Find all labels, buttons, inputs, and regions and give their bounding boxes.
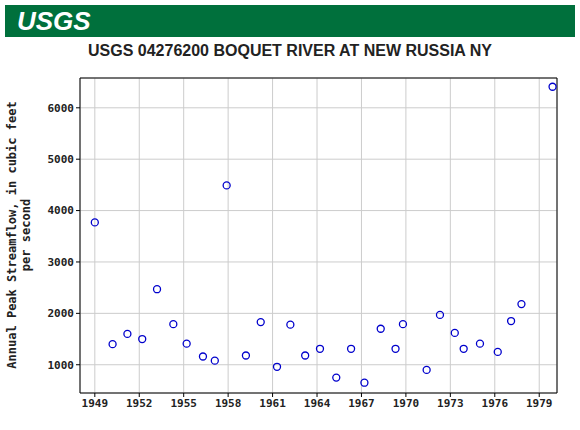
svg-text:6000: 6000 xyxy=(48,102,75,115)
svg-text:4000: 4000 xyxy=(48,204,75,217)
svg-text:1967: 1967 xyxy=(348,397,375,410)
svg-text:1961: 1961 xyxy=(259,397,286,410)
svg-text:1952: 1952 xyxy=(126,397,153,410)
svg-text:1955: 1955 xyxy=(170,397,197,410)
svg-text:2000: 2000 xyxy=(48,307,75,320)
html-text:USGS: USGS xyxy=(17,6,91,36)
svg-text:1949: 1949 xyxy=(82,397,109,410)
svg-text:1964: 1964 xyxy=(304,397,331,410)
svg-text:1979: 1979 xyxy=(526,397,553,410)
svg-text:Annual Peak Streamflow, in cub: Annual Peak Streamflow, in cubic feet xyxy=(8,101,19,368)
svg-text:1976: 1976 xyxy=(482,397,509,410)
svg-text:1958: 1958 xyxy=(215,397,242,410)
svg-text:per second: per second xyxy=(19,199,33,271)
svg-text:1973: 1973 xyxy=(437,397,464,410)
html-text:USGS 04276200 BOQUET RIVER AT: USGS 04276200 BOQUET RIVER AT NEW RUSSIA… xyxy=(88,42,492,59)
svg-text:1970: 1970 xyxy=(393,397,420,410)
svg-text:1000: 1000 xyxy=(48,359,75,372)
svg-text:3000: 3000 xyxy=(48,256,75,269)
svg-text:5000: 5000 xyxy=(48,153,75,166)
